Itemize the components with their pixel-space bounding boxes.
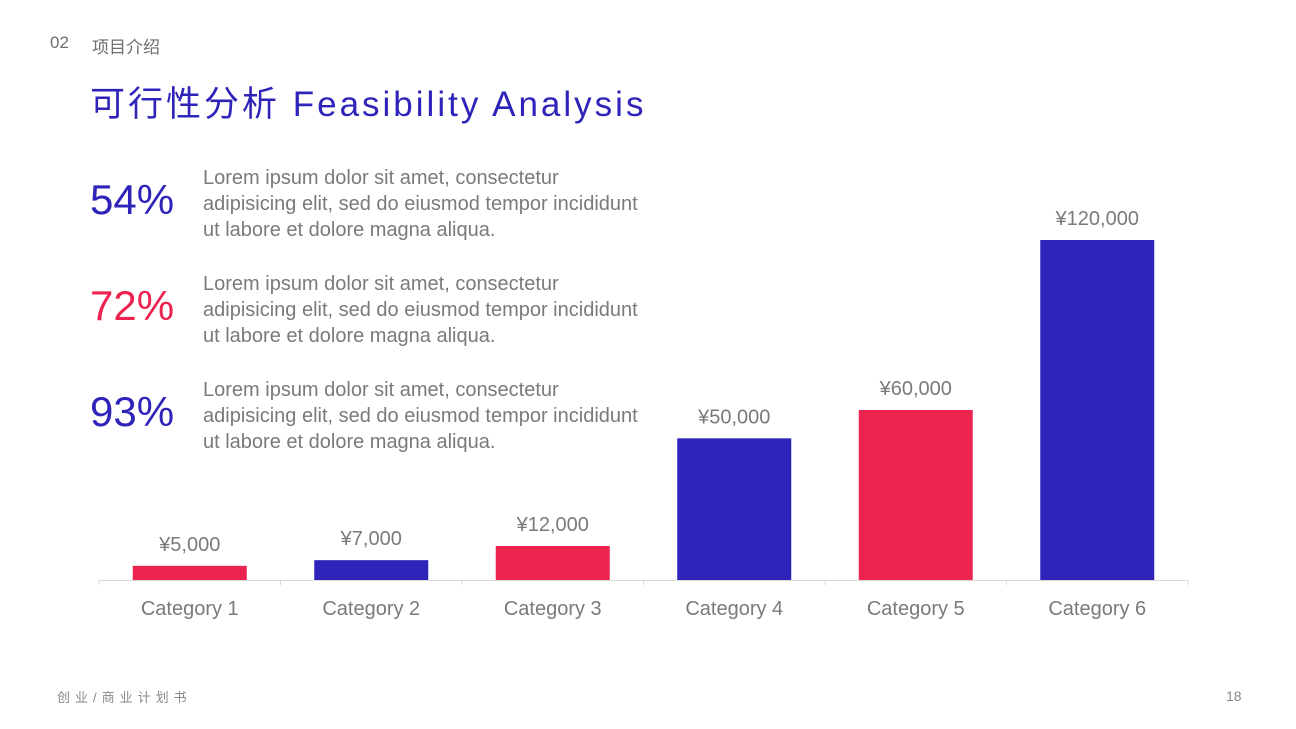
bar-3	[495, 546, 610, 580]
category-label-2: Category 2	[322, 598, 420, 620]
data-label-5: ¥60,000	[879, 378, 952, 400]
stat-description: Lorem ipsum dolor sit amet, consectetur …	[203, 273, 638, 347]
category-label-4: Category 4	[685, 598, 783, 620]
category-label-1: Category 1	[141, 598, 239, 620]
page-title: 可行性分析 Feasibility Analysis	[90, 85, 647, 124]
bar-4	[677, 438, 792, 580]
data-label-6: ¥120,000	[1055, 208, 1139, 230]
data-label-2: ¥7,000	[340, 528, 402, 550]
stat-value: 72%	[90, 282, 175, 329]
bar-2	[314, 560, 429, 580]
category-label-6: Category 6	[1048, 598, 1146, 620]
category-label-5: Category 5	[867, 598, 965, 620]
bar-6	[1040, 240, 1155, 580]
bar-1	[132, 565, 247, 580]
stat-value: 93%	[90, 388, 175, 435]
stat-description: Lorem ipsum dolor sit amet, consectetur …	[203, 167, 638, 241]
stat-block-2: 72% Lorem ipsum dolor sit amet, consecte…	[90, 271, 650, 351]
stat-block-3: 93% Lorem ipsum dolor sit amet, consecte…	[90, 377, 650, 457]
data-label-3: ¥12,000	[516, 514, 589, 536]
bar-5	[858, 410, 973, 580]
footer-label: 创业/商业计划书	[57, 690, 192, 705]
section-name: 项目介绍	[92, 38, 160, 57]
stat-description: Lorem ipsum dolor sit amet, consectetur …	[203, 379, 638, 453]
stat-block-1: 54% Lorem ipsum dolor sit amet, consecte…	[90, 165, 650, 245]
category-label-3: Category 3	[504, 598, 602, 620]
section-number: 02	[50, 33, 69, 52]
data-label-1: ¥5,000	[158, 534, 220, 556]
data-label-4: ¥50,000	[697, 406, 770, 428]
stat-value: 54%	[90, 176, 175, 223]
page-number: 18	[1226, 688, 1242, 704]
